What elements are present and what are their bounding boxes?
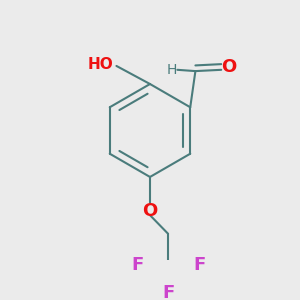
Text: HO: HO [88, 57, 114, 72]
Text: H: H [167, 63, 177, 77]
Text: F: F [193, 256, 205, 274]
Text: O: O [142, 202, 158, 220]
Text: F: F [131, 256, 143, 274]
Text: O: O [221, 58, 236, 76]
Text: F: F [162, 284, 174, 300]
